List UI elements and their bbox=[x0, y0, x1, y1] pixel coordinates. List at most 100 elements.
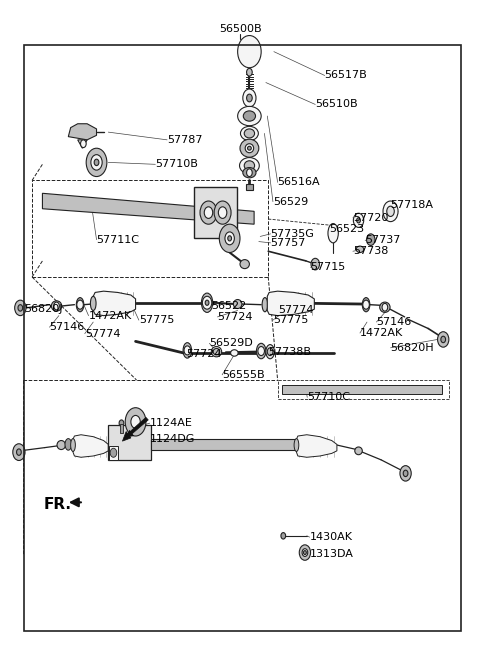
Text: 57710C: 57710C bbox=[307, 392, 350, 402]
Circle shape bbox=[357, 217, 360, 223]
Text: 57775: 57775 bbox=[273, 315, 308, 325]
Polygon shape bbox=[109, 445, 118, 460]
Ellipse shape bbox=[380, 302, 390, 313]
Polygon shape bbox=[267, 291, 314, 315]
Circle shape bbox=[383, 201, 398, 221]
Text: 57757: 57757 bbox=[271, 238, 306, 248]
Ellipse shape bbox=[262, 298, 268, 312]
Circle shape bbox=[438, 332, 449, 347]
Circle shape bbox=[225, 232, 234, 245]
Ellipse shape bbox=[245, 144, 253, 152]
Circle shape bbox=[247, 68, 252, 76]
Ellipse shape bbox=[230, 350, 238, 356]
Ellipse shape bbox=[240, 139, 259, 157]
Ellipse shape bbox=[51, 301, 62, 311]
Ellipse shape bbox=[243, 111, 255, 121]
Text: 1313DA: 1313DA bbox=[310, 549, 353, 559]
Polygon shape bbox=[78, 140, 87, 148]
Circle shape bbox=[16, 449, 21, 455]
Text: 57738: 57738 bbox=[353, 246, 388, 256]
Text: 57724: 57724 bbox=[186, 350, 221, 359]
Circle shape bbox=[131, 415, 140, 428]
Circle shape bbox=[243, 89, 256, 107]
Bar bbox=[246, 184, 253, 190]
Bar bbox=[194, 187, 237, 238]
Ellipse shape bbox=[240, 260, 250, 269]
Ellipse shape bbox=[362, 298, 370, 312]
Text: 57774: 57774 bbox=[278, 306, 314, 315]
Circle shape bbox=[110, 448, 117, 457]
Circle shape bbox=[203, 296, 212, 309]
Circle shape bbox=[303, 551, 306, 555]
Text: 57711C: 57711C bbox=[96, 235, 140, 244]
Polygon shape bbox=[73, 435, 108, 457]
Text: 1124AE: 1124AE bbox=[150, 418, 192, 428]
Circle shape bbox=[247, 94, 252, 102]
Ellipse shape bbox=[294, 439, 299, 451]
Ellipse shape bbox=[238, 106, 261, 125]
Circle shape bbox=[247, 169, 252, 177]
Ellipse shape bbox=[328, 223, 338, 243]
Ellipse shape bbox=[240, 126, 258, 141]
Circle shape bbox=[281, 533, 286, 539]
Ellipse shape bbox=[90, 296, 96, 311]
Ellipse shape bbox=[57, 441, 65, 449]
Circle shape bbox=[125, 408, 146, 436]
Circle shape bbox=[353, 214, 364, 227]
Ellipse shape bbox=[65, 439, 72, 450]
Ellipse shape bbox=[233, 300, 242, 309]
Ellipse shape bbox=[243, 168, 256, 178]
Text: FR.: FR. bbox=[44, 497, 72, 512]
Text: 57718A: 57718A bbox=[391, 200, 433, 210]
Ellipse shape bbox=[76, 298, 84, 312]
Circle shape bbox=[382, 304, 388, 311]
Text: 56820J: 56820J bbox=[24, 304, 63, 314]
Text: 1124DG: 1124DG bbox=[150, 434, 195, 444]
Text: 57146: 57146 bbox=[49, 322, 85, 332]
Circle shape bbox=[204, 207, 213, 218]
Text: 56500B: 56500B bbox=[219, 24, 261, 34]
Bar bbox=[282, 385, 442, 394]
Polygon shape bbox=[93, 291, 135, 315]
Text: 1430AK: 1430AK bbox=[310, 532, 353, 542]
Text: 1472AK: 1472AK bbox=[88, 311, 132, 321]
Circle shape bbox=[81, 140, 86, 148]
Text: 57724: 57724 bbox=[217, 312, 253, 322]
Ellipse shape bbox=[71, 439, 75, 451]
Text: 57737: 57737 bbox=[365, 235, 400, 245]
Circle shape bbox=[441, 336, 445, 343]
Text: 57787: 57787 bbox=[167, 135, 203, 145]
Circle shape bbox=[363, 300, 370, 309]
Text: 57146: 57146 bbox=[376, 317, 412, 327]
Circle shape bbox=[218, 207, 227, 218]
Polygon shape bbox=[42, 193, 254, 224]
Text: 56522: 56522 bbox=[211, 301, 246, 311]
Circle shape bbox=[299, 545, 311, 560]
Polygon shape bbox=[297, 435, 337, 457]
Polygon shape bbox=[68, 124, 96, 140]
Ellipse shape bbox=[244, 129, 254, 138]
Text: 57710B: 57710B bbox=[156, 159, 198, 170]
Text: 57720: 57720 bbox=[353, 213, 388, 223]
Circle shape bbox=[228, 236, 231, 241]
Text: 57738B: 57738B bbox=[268, 348, 311, 357]
Circle shape bbox=[267, 348, 273, 355]
Text: 57715: 57715 bbox=[311, 262, 346, 273]
Circle shape bbox=[86, 148, 107, 177]
Circle shape bbox=[15, 300, 26, 315]
Text: 56820H: 56820H bbox=[391, 343, 434, 353]
Circle shape bbox=[91, 154, 102, 170]
Text: 56523: 56523 bbox=[329, 223, 364, 234]
Text: 57735G: 57735G bbox=[271, 229, 314, 239]
Ellipse shape bbox=[211, 346, 222, 357]
Circle shape bbox=[400, 466, 411, 481]
Ellipse shape bbox=[248, 147, 252, 150]
Circle shape bbox=[18, 305, 23, 311]
Ellipse shape bbox=[256, 344, 266, 359]
Circle shape bbox=[238, 35, 261, 68]
Ellipse shape bbox=[183, 343, 192, 358]
Circle shape bbox=[184, 346, 191, 355]
Text: 56529D: 56529D bbox=[209, 338, 253, 348]
Circle shape bbox=[200, 201, 217, 224]
Bar bbox=[151, 440, 297, 449]
